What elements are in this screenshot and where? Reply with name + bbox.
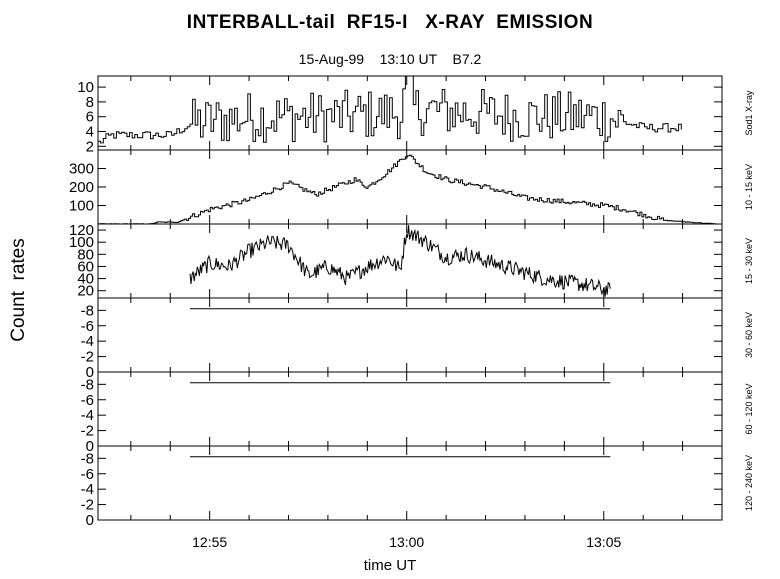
y-tick-label: 20 <box>77 283 94 300</box>
y-tick-label: 4 <box>86 124 94 141</box>
y-tick-label: -6 <box>81 318 94 335</box>
x-tick-label: 13:05 <box>586 534 621 550</box>
y-tick-label: 0 <box>86 364 94 381</box>
series-trace <box>98 75 682 144</box>
series-trace <box>189 225 611 297</box>
y-tick-label: 100 <box>69 198 94 215</box>
panel-frame <box>97 75 723 151</box>
y-tick-label: 60 <box>77 258 94 275</box>
y-tick-label: -8 <box>81 376 94 393</box>
panel-5: 0-2-4-6-8 120 - 240 keV <box>81 445 754 529</box>
series-name-label: 30 - 60 keV <box>744 312 754 358</box>
y-tick-label: -6 <box>81 392 94 409</box>
series-name-label: 10 - 15 keV <box>744 164 754 210</box>
y-tick-label: 200 <box>69 179 94 196</box>
y-tick-label: -2 <box>81 349 94 366</box>
series-name-label: 120 - 240 keV <box>744 455 754 511</box>
y-tick-label: 80 <box>77 246 94 263</box>
panel-frame <box>97 149 723 225</box>
y-tick-label: 120 <box>69 222 94 239</box>
y-tick-label: -6 <box>81 466 94 483</box>
y-tick-label: -2 <box>81 497 94 514</box>
y-tick-label: 100 <box>69 234 94 251</box>
y-tick-label: 8 <box>86 94 94 111</box>
y-tick-label: -8 <box>81 302 94 319</box>
panel-frame <box>97 223 723 299</box>
y-tick-label: -4 <box>81 481 94 498</box>
y-tick-label: -8 <box>81 450 94 467</box>
series-name-label: Sod1 X-ray <box>744 90 754 136</box>
series-name-label: 60 - 120 keV <box>744 383 754 434</box>
y-tick-label: -2 <box>81 423 94 440</box>
panel-frame <box>97 445 723 521</box>
y-tick-label: 6 <box>86 109 94 126</box>
y-tick-label: -4 <box>81 333 94 350</box>
series-trace <box>98 154 716 225</box>
y-tick-label: 0 <box>86 512 94 529</box>
x-tick-label: 13:00 <box>389 534 424 550</box>
y-tick-label: 300 <box>69 161 94 178</box>
chart-subtitle: 15-Aug-99 13:10 UT B7.2 <box>298 51 482 67</box>
chart-title: INTERBALL-tail RF15-I X-RAY EMISSION <box>186 12 594 33</box>
panel-4: 0-2-4-6-8 60 - 120 keV <box>81 371 754 455</box>
series-name-label: 15 - 30 keV <box>744 238 754 284</box>
y-tick-label: 10 <box>77 79 94 96</box>
y-tick-label: 40 <box>77 271 94 288</box>
panel-3: 0-2-4-6-8 30 - 60 keV <box>81 297 754 381</box>
x-tick-label: 12:55 <box>192 534 227 550</box>
x-axis-label: time UT <box>363 557 417 574</box>
y-tick-label: 0 <box>86 438 94 455</box>
y-tick-label: -4 <box>81 407 94 424</box>
y-tick-label: 2 <box>86 138 94 155</box>
